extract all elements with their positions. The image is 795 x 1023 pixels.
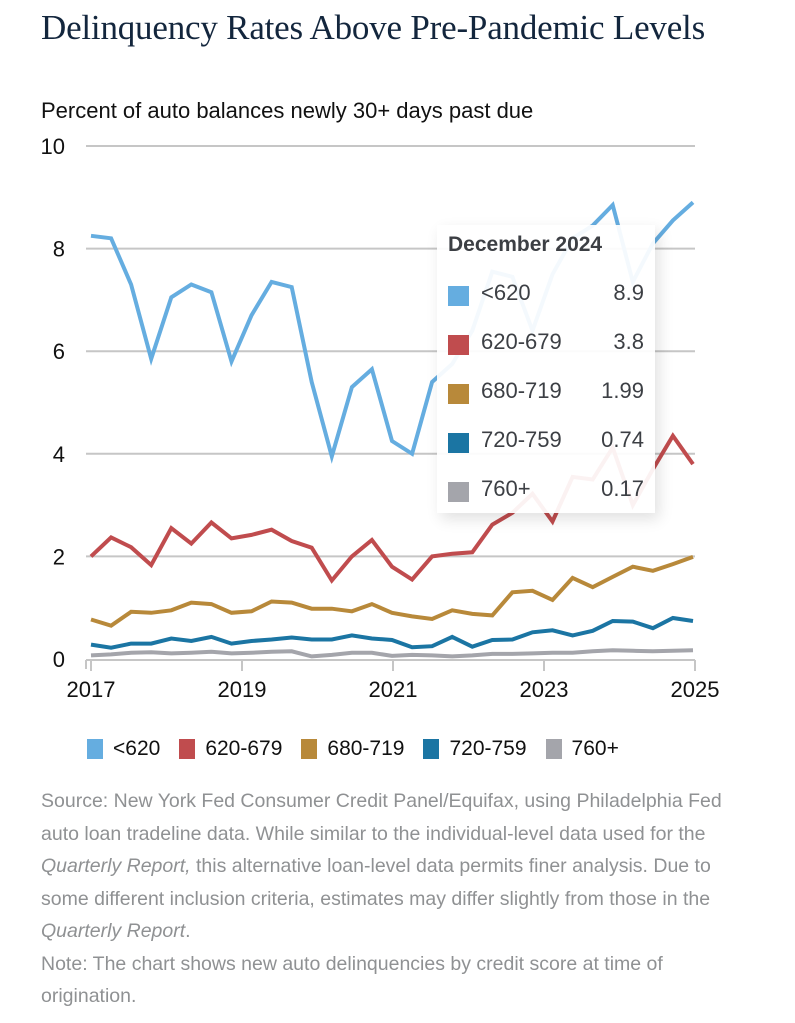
x-tick-label: 2025 <box>671 677 720 702</box>
hover-tooltip: December 2024 <620 8.9 620-679 3.8 680-7… <box>437 225 655 513</box>
tooltip-value: 1.99 <box>601 378 644 403</box>
tooltip-label: 620-679 <box>481 329 562 354</box>
x-tick-label: 2021 <box>369 677 418 702</box>
swatch-icon <box>448 433 469 453</box>
legend-item-680-719[interactable]: 680-719 <box>301 737 404 761</box>
legend-swatch-icon <box>545 739 562 759</box>
legend-label: 760+ <box>571 737 619 760</box>
tooltip-value: 0.74 <box>601 427 644 452</box>
legend-swatch-icon <box>179 739 196 759</box>
y-tick-label: 0 <box>53 647 65 672</box>
tooltip-value: 8.9 <box>613 280 644 305</box>
series-line-720-759 <box>90 615 694 650</box>
y-tick-label: 2 <box>53 544 65 569</box>
swatch-icon <box>448 335 469 355</box>
tooltip-label: <620 <box>481 280 531 305</box>
legend-item-620-679[interactable]: 620-679 <box>179 737 282 761</box>
tooltip-date: December 2024 <box>448 233 603 256</box>
chart-legend: <620 620-679 680-719 720-759 760+ <box>87 734 638 764</box>
tooltip-row-620-679: 620-679 3.8 <box>448 329 644 359</box>
legend-swatch-icon <box>301 739 318 759</box>
legend-label: 680-719 <box>327 737 405 760</box>
x-tick-label: 2017 <box>67 677 116 702</box>
tooltip-label: 720-759 <box>481 427 562 452</box>
swatch-icon <box>448 482 469 502</box>
tooltip-label: 680-719 <box>481 378 562 403</box>
y-tick-label: 8 <box>53 237 65 262</box>
source-text: Source: New York Fed Consumer Credit Pan… <box>41 790 722 942</box>
tooltip-value: 0.17 <box>601 476 644 501</box>
series-line-680-719 <box>90 555 694 628</box>
y-tick-label: 4 <box>53 442 65 467</box>
y-tick-label: 10 <box>41 134 65 159</box>
line-chart[interactable]: 0 2 4 6 8 10 2017 2019 2021 2023 2025 <box>0 120 795 720</box>
legend-label: 620-679 <box>205 737 283 760</box>
note-text: Note: The chart shows new auto delinquen… <box>41 952 663 1008</box>
tooltip-row-720-759: 720-759 0.74 <box>448 427 644 457</box>
tooltip-label: 760+ <box>481 476 531 501</box>
axes: 0 2 4 6 8 10 2017 2019 2021 2023 2025 <box>41 134 720 702</box>
tooltip-value: 3.8 <box>613 329 644 354</box>
source-notes: Source: New York Fed Consumer Credit Pan… <box>41 785 761 1013</box>
x-tick-label: 2023 <box>520 677 569 702</box>
legend-label: <620 <box>113 737 161 760</box>
x-tick-label: 2019 <box>218 677 267 702</box>
series-line-760plus <box>90 648 694 659</box>
tooltip-row-680-719: 680-719 1.99 <box>448 378 644 408</box>
tooltip-row-760plus: 760+ 0.17 <box>448 476 644 506</box>
legend-item-720-759[interactable]: 720-759 <box>423 737 527 761</box>
legend-swatch-icon <box>87 739 103 759</box>
y-axis-title: Percent of auto balances newly 30+ days … <box>41 98 534 123</box>
legend-item-760plus[interactable]: 760+ <box>545 737 619 761</box>
y-tick-label: 6 <box>53 339 65 364</box>
legend-swatch-icon <box>423 739 440 759</box>
swatch-icon <box>448 286 469 306</box>
tooltip-row-lt620: <620 8.9 <box>448 280 644 310</box>
legend-label: 720-759 <box>449 737 527 760</box>
chart-title: Delinquency Rates Above Pre-Pandemic Lev… <box>41 8 705 47</box>
swatch-icon <box>448 384 469 404</box>
legend-item-lt620[interactable]: <620 <box>87 737 160 761</box>
